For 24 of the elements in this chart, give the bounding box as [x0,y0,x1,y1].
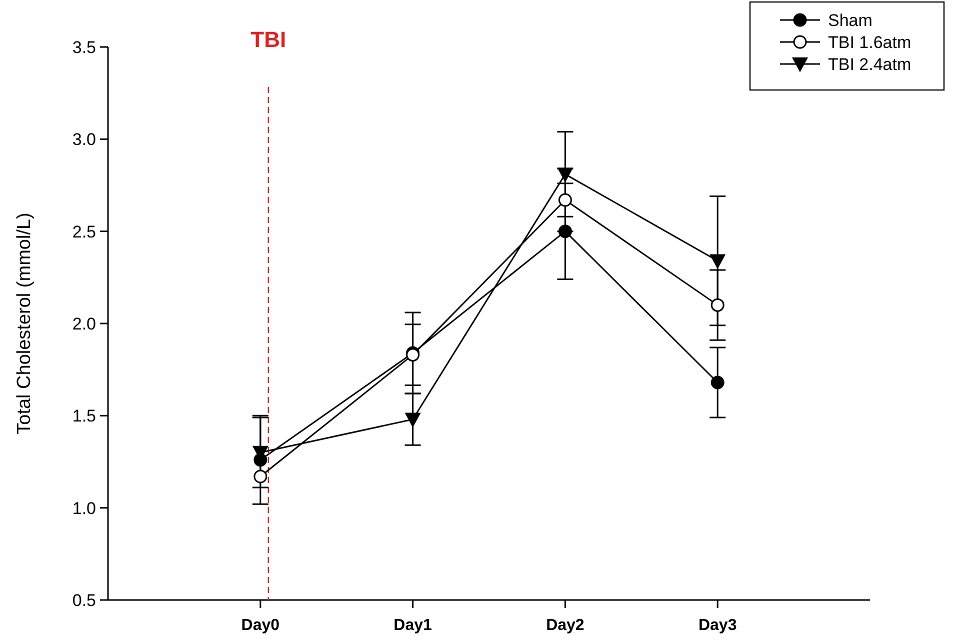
point [710,254,726,268]
y-tick-label: 3.5 [72,38,96,57]
legend-label: TBI 1.6atm [828,32,912,52]
y-tick-label: 3.0 [72,130,96,150]
legend-label: TBI 2.4atm [828,54,912,74]
point [405,412,420,427]
x-tick-label: Day3 [698,617,737,634]
point [558,193,572,207]
point [558,224,572,238]
ref-line-label: TBI [250,27,286,52]
point [710,376,724,390]
point [710,298,724,312]
y-tick-label: 0.5 [72,590,96,610]
y-tick-label: 2.0 [72,314,96,334]
x-tick-label: Day1 [394,617,432,634]
x-tick-label: Day0 [241,617,280,634]
y-tick-label: 1.5 [72,406,96,426]
point [558,168,573,182]
y-axis-title: Total Cholesterol (mmol/L) [14,212,35,434]
x-tick-label: Day2 [546,617,584,634]
legend-label: Sham [828,10,872,30]
y-tick-label: 1.0 [72,498,96,518]
point [254,470,268,484]
y-tick-label: 2.5 [72,222,96,242]
